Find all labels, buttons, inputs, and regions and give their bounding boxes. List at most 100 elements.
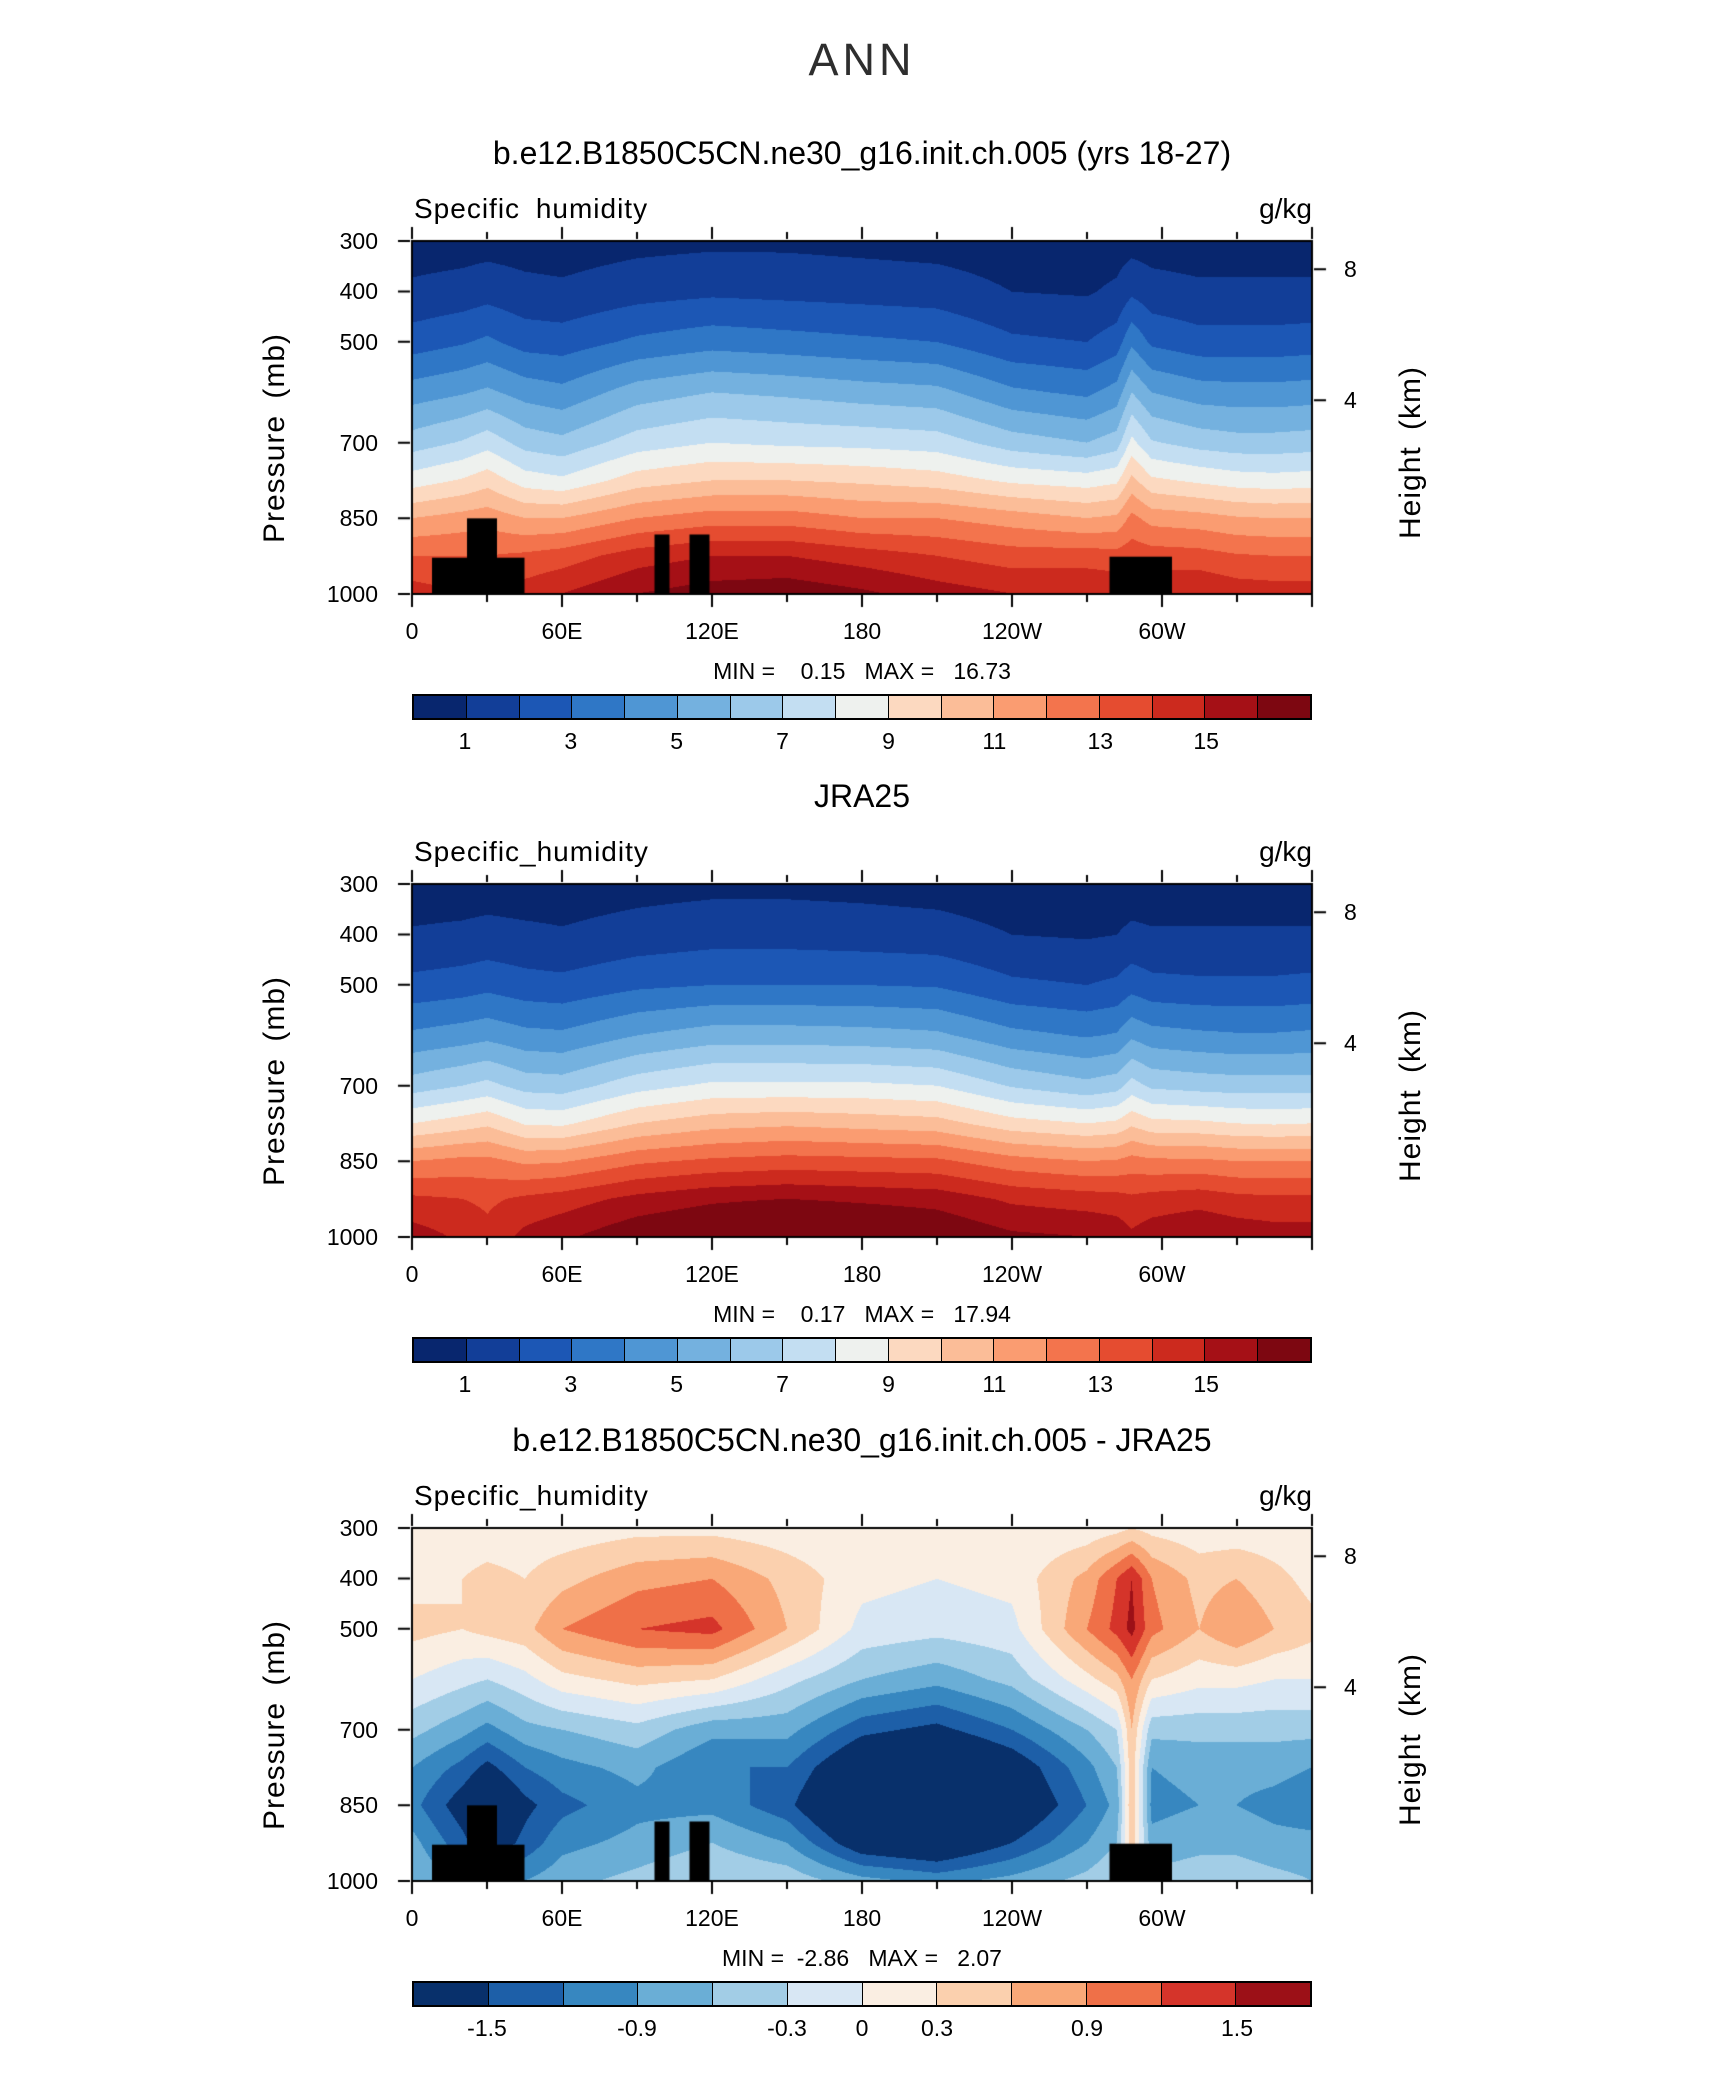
- pressure-tick-label: 300: [339, 871, 378, 897]
- colorbar-segment: [1151, 1339, 1205, 1361]
- field-label: Specific humidity: [414, 193, 649, 224]
- colorbar-segment: [940, 1339, 994, 1361]
- x-tick-label: 120E: [685, 1261, 739, 1287]
- colorbar-tick-label: 11: [982, 1371, 1007, 1397]
- colorbar-tick-label: -0.3: [767, 2015, 807, 2041]
- height-tick-label: 4: [1344, 387, 1357, 414]
- colorbar-segment: [518, 696, 572, 718]
- field-label: Specific_humidity: [414, 836, 649, 867]
- colorbar-tick-label: 13: [1087, 728, 1114, 754]
- contour-plot: [396, 225, 1328, 610]
- colorbar-segment: [729, 1339, 783, 1361]
- contour-plot: [396, 1512, 1328, 1897]
- colorbar-segment: [414, 1983, 488, 2005]
- colorbar-segment: [1098, 696, 1152, 718]
- colorbar-segment: [786, 1983, 862, 2005]
- x-tick-label: 180: [842, 618, 882, 644]
- colorbar-tick-label: 1.5: [1221, 2015, 1253, 2041]
- colorbar-segment: [835, 1339, 888, 1361]
- pressure-tick-label: 850: [339, 1792, 378, 1819]
- x-tick-label: 120W: [981, 1261, 1043, 1287]
- colorbar-tick-label: 15: [1193, 1371, 1219, 1397]
- units-label: g/kg: [1259, 836, 1312, 867]
- x-tick-label: 120E: [685, 1905, 739, 1931]
- colorbar-segment: [465, 1339, 519, 1361]
- x-tick-label: 120E: [685, 618, 739, 644]
- colorbar-segment: [940, 696, 994, 718]
- colorbar-segment: [1257, 1339, 1311, 1361]
- colorbar-segment: [712, 1983, 787, 2005]
- colorbar-labels: -1.5 -0.9 -0.3 0 0.3 0.9 1.5: [412, 2015, 1312, 2045]
- pressure-tick-label: 700: [339, 429, 378, 456]
- pressure-tick-label: 1000: [326, 1224, 378, 1250]
- colorbar-tick-label: 9: [882, 728, 895, 754]
- min-max-stats: MIN = 0.17 MAX = 17.94: [713, 1301, 1011, 1327]
- panel-title: b.e12.B1850C5CN.ne30_g16.init.ch.005 - J…: [512, 1422, 1212, 1458]
- x-tick-label: 60E: [541, 1905, 583, 1931]
- x-tick-label: 60W: [1138, 1905, 1186, 1931]
- colorbar: [412, 1981, 1312, 2007]
- x-tick-label: 180: [842, 1261, 882, 1287]
- colorbar-tick-label: 5: [670, 1371, 684, 1397]
- height-axis-label: Height (km): [1394, 1008, 1427, 1182]
- colorbar-segment: [1098, 1339, 1152, 1361]
- panel-title: JRA25: [813, 778, 911, 814]
- colorbar-tick-label: 1: [458, 1371, 472, 1397]
- x-tick-label: 0: [405, 1261, 419, 1287]
- colorbar-segment: [637, 1983, 712, 2005]
- units-label: g/kg: [1259, 1480, 1312, 1511]
- height-tick-label: 4: [1344, 1030, 1357, 1057]
- colorbar-segment: [993, 696, 1047, 718]
- pressure-tick-label: 400: [339, 1565, 378, 1592]
- pressure-tick-label: 700: [339, 1716, 378, 1743]
- colorbar-segment: [1046, 1339, 1099, 1361]
- x-tick-label: 60W: [1138, 618, 1186, 644]
- colorbar-segment: [676, 696, 730, 718]
- colorbar-tick-label: 13: [1087, 1371, 1114, 1397]
- pressure-tick-label: 1000: [326, 1868, 378, 1894]
- pressure-tick-label: 500: [339, 1615, 378, 1642]
- colorbar-segment: [676, 1339, 730, 1361]
- colorbar-segment: [782, 696, 836, 718]
- colorbar-segment: [1257, 696, 1311, 718]
- height-tick-label: 8: [1344, 899, 1357, 926]
- colorbar-segment: [624, 1339, 677, 1361]
- colorbar-segment: [1085, 1983, 1161, 2005]
- panel-reanalysis: JRA25 Specific_humidity g/kg 0 60E 120E 180…: [0, 774, 1710, 1416]
- tick-label-layer: 0 60E 120E 180 120W 60W 300 400 500 700 850 1000 8 4: [0, 1418, 1710, 2060]
- colorbar-tick-label: 15: [1193, 728, 1219, 754]
- colorbar-segment: [729, 696, 783, 718]
- pressure-tick-label: 500: [339, 328, 378, 355]
- pressure-tick-label: 300: [339, 1515, 378, 1541]
- colorbar-segment: [1204, 696, 1258, 718]
- tick-label-layer: 0 60E 120E 180 120W 60W 300 400 500 700 850 1000 8 4: [0, 774, 1710, 1416]
- field-label: Specific_humidity: [414, 1480, 649, 1511]
- pressure-axis-label: Pressure (mb): [258, 1619, 291, 1830]
- colorbar-tick-label: 11: [982, 728, 1007, 754]
- pressure-tick-label: 700: [339, 1072, 378, 1099]
- colorbar-segment: [1151, 696, 1205, 718]
- colorbar-segment: [571, 1339, 625, 1361]
- height-tick-label: 8: [1344, 256, 1357, 283]
- height-tick-label: 4: [1344, 1674, 1357, 1701]
- colorbar-labels: 1 3 5 7 9 11 13 15: [412, 1371, 1312, 1401]
- colorbar-segment: [1160, 1983, 1236, 2005]
- colorbar-tick-label: 3: [564, 1371, 578, 1397]
- colorbar-segment: [861, 1983, 937, 2005]
- pressure-tick-label: 500: [339, 971, 378, 998]
- x-tick-label: 180: [842, 1905, 882, 1931]
- contour-plot: [396, 868, 1328, 1253]
- colorbar-tick-label: 0: [855, 2015, 869, 2041]
- panel-title: b.e12.B1850C5CN.ne30_g16.init.ch.005 (yr…: [492, 135, 1232, 171]
- colorbar-segment: [782, 1339, 836, 1361]
- min-max-stats: MIN = -2.86 MAX = 2.07: [722, 1945, 1002, 1971]
- colorbar-segment: [414, 1339, 466, 1361]
- x-tick-label: 120W: [981, 1905, 1043, 1931]
- pressure-tick-label: 400: [339, 278, 378, 305]
- figure-title: ANN: [808, 34, 916, 85]
- colorbar-segment: [1235, 1983, 1310, 2005]
- colorbar-tick-label: 7: [776, 728, 789, 754]
- pressure-tick-label: 400: [339, 921, 378, 948]
- colorbar-labels: 1 3 5 7 9 11 13 15: [412, 728, 1312, 758]
